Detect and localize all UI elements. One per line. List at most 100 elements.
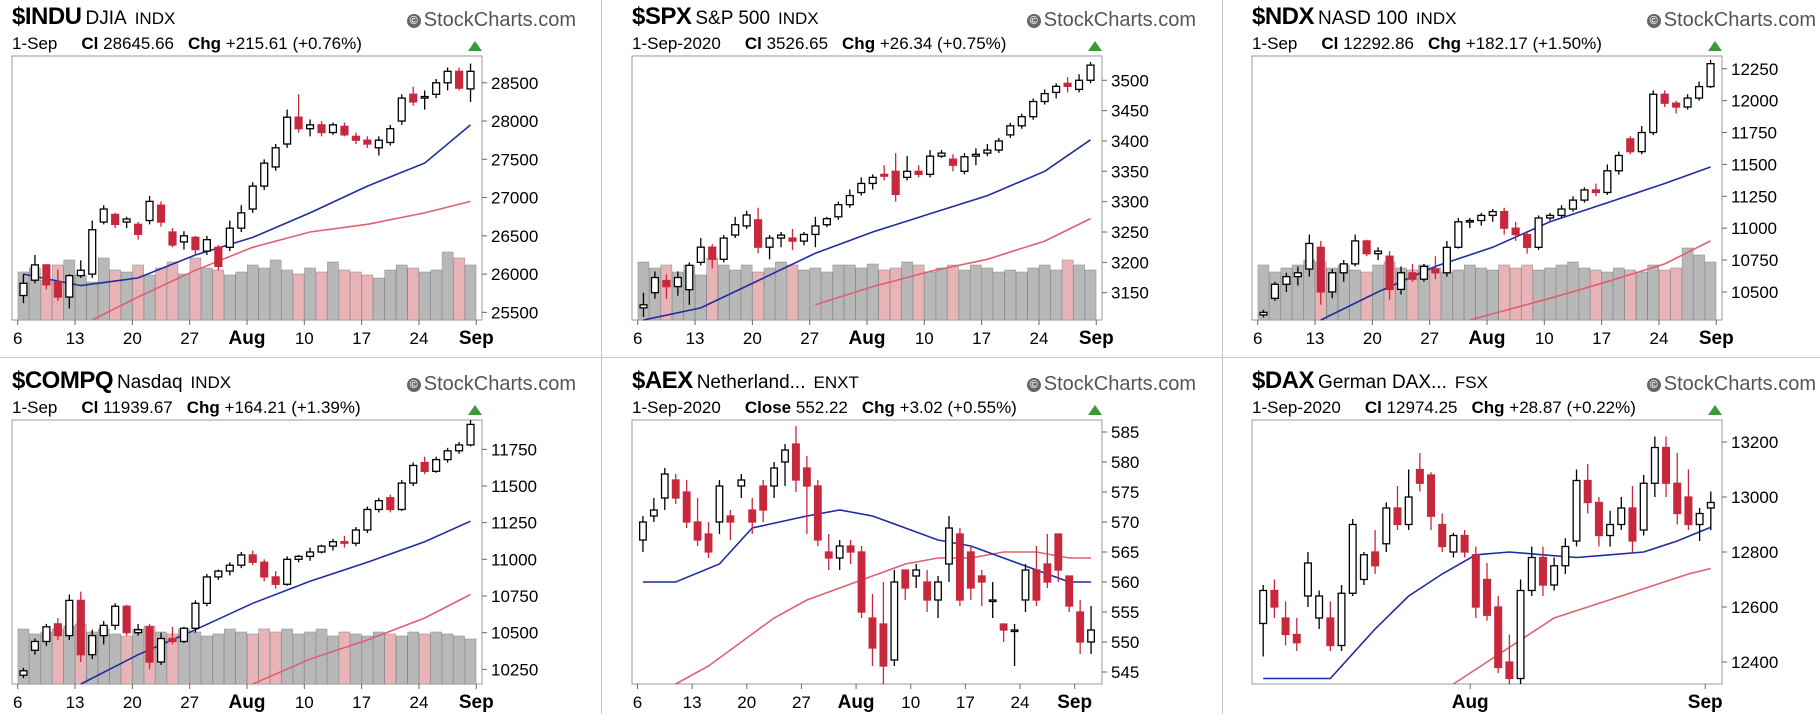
candle-body bbox=[868, 617, 877, 649]
candle-body bbox=[1021, 569, 1030, 601]
candle bbox=[1545, 212, 1555, 221]
candle-body bbox=[792, 443, 800, 481]
candle-body bbox=[88, 634, 97, 656]
candle-body bbox=[901, 569, 910, 589]
candle bbox=[1315, 590, 1324, 629]
volume-bar bbox=[1464, 264, 1476, 321]
index-name: Nasdaq bbox=[117, 372, 183, 393]
brand-watermark: © StockCharts.com bbox=[1646, 373, 1816, 396]
moving-average-slow bbox=[675, 551, 1092, 685]
chart-panel-ndx[interactable]: $NDX NASD 100 INDX © StockCharts.com 1-Sep Cl … bbox=[1240, 0, 1820, 353]
candle bbox=[1662, 436, 1671, 497]
volume-bar bbox=[407, 631, 419, 685]
candle bbox=[914, 165, 923, 178]
candle bbox=[397, 480, 406, 511]
symbol[interactable]: $SPX bbox=[632, 3, 692, 30]
chart-panel-aex[interactable]: $AEX Netherland... ENXT © StockCharts.com 1-S… bbox=[620, 364, 1218, 717]
candle bbox=[1326, 601, 1335, 651]
volume-bar bbox=[1498, 264, 1510, 321]
chart-panel-compq[interactable]: $COMPQ Nasdaq INDX © StockCharts.com 1-Sep Cl … bbox=[0, 364, 598, 717]
volume-bar bbox=[189, 257, 202, 321]
candle bbox=[748, 498, 757, 534]
chart-panel-spx[interactable]: $SPX S&P 500 INDX © StockCharts.com 1-Sep-202… bbox=[620, 0, 1218, 353]
close-label: Close bbox=[744, 398, 792, 417]
candle bbox=[776, 232, 786, 248]
candle-body bbox=[1281, 617, 1290, 636]
candle bbox=[1561, 538, 1570, 574]
chart-panel-indu[interactable]: $INDU DJIA INDX © StockCharts.com 1-Sep Cl 286… bbox=[0, 0, 598, 353]
volume-bar bbox=[1016, 271, 1028, 321]
candle bbox=[1465, 217, 1474, 229]
candle-body bbox=[1488, 210, 1497, 217]
volume-bar bbox=[327, 261, 339, 321]
candle bbox=[1029, 98, 1038, 120]
candle bbox=[1672, 100, 1681, 114]
candle-body bbox=[1538, 556, 1547, 586]
candle bbox=[122, 216, 131, 229]
candle-body bbox=[1408, 272, 1417, 280]
symbol[interactable]: $INDU bbox=[12, 3, 82, 30]
close-value: 3526.65 bbox=[766, 34, 829, 53]
candle bbox=[1316, 240, 1325, 305]
candle bbox=[1032, 546, 1041, 606]
candle-body bbox=[1054, 533, 1063, 571]
candle bbox=[1583, 464, 1592, 514]
candle-body bbox=[903, 170, 912, 179]
candle-body bbox=[1626, 138, 1635, 153]
volume-bar bbox=[1292, 264, 1304, 321]
volume-bar bbox=[775, 261, 787, 321]
quote-line: 1-Sep-2020 Cl 3526.65 Chg +26.34 (+0.75%) bbox=[632, 34, 1006, 56]
candle bbox=[1591, 183, 1600, 197]
candle bbox=[1359, 552, 1368, 585]
candle-body bbox=[1359, 554, 1368, 581]
candle bbox=[708, 244, 717, 269]
candle-body bbox=[1583, 479, 1592, 504]
candle-body bbox=[682, 491, 691, 523]
x-tick-label: 20 bbox=[123, 329, 142, 348]
candle bbox=[1006, 122, 1015, 138]
candle bbox=[671, 474, 680, 504]
candle bbox=[99, 205, 108, 225]
candle-body bbox=[868, 176, 877, 185]
candle bbox=[1557, 205, 1566, 218]
symbol[interactable]: $AEX bbox=[632, 367, 693, 394]
candle-body bbox=[788, 237, 797, 242]
candle bbox=[145, 196, 154, 225]
symbol[interactable]: $DAX bbox=[1252, 367, 1315, 394]
candle-body bbox=[1393, 507, 1402, 526]
symbol[interactable]: $NDX bbox=[1252, 3, 1315, 30]
volume-bar bbox=[1061, 259, 1074, 321]
candle-body bbox=[466, 423, 475, 446]
volume-bar bbox=[212, 269, 225, 321]
candle-body bbox=[134, 223, 143, 235]
candle-body bbox=[1339, 263, 1348, 274]
up-arrow-icon bbox=[1708, 405, 1722, 415]
candle bbox=[1471, 546, 1480, 618]
candle-body bbox=[726, 515, 735, 523]
change-label: Chg bbox=[186, 398, 220, 417]
volume-bar bbox=[453, 257, 465, 321]
quote-line: 1-Sep Cl 28645.66 Chg +215.61 (+0.76%) bbox=[12, 34, 362, 56]
candle-body bbox=[770, 467, 779, 487]
candle bbox=[294, 554, 303, 563]
volume-bar bbox=[935, 267, 948, 321]
candle bbox=[934, 576, 942, 618]
candle bbox=[1454, 217, 1463, 249]
moving-average-fast bbox=[1263, 526, 1712, 680]
x-tick-label: 17 bbox=[956, 693, 975, 712]
index-name: Netherland... bbox=[696, 372, 806, 393]
candle-body bbox=[1471, 554, 1480, 608]
candle-body bbox=[317, 545, 326, 553]
candle bbox=[260, 159, 269, 190]
candle-body bbox=[225, 227, 234, 248]
candle-body bbox=[1673, 482, 1682, 515]
candle-body bbox=[925, 155, 935, 175]
x-tick-label: 24 bbox=[409, 693, 428, 712]
chart-panel-dax[interactable]: $DAX German DAX... FSX © StockCharts.com 1-Se… bbox=[1240, 364, 1820, 717]
candle bbox=[1594, 497, 1603, 547]
volume-bar bbox=[1647, 264, 1659, 321]
candle-body bbox=[1580, 189, 1589, 201]
volume-bar bbox=[798, 269, 810, 321]
candle bbox=[111, 603, 120, 630]
symbol[interactable]: $COMPQ bbox=[12, 367, 114, 394]
